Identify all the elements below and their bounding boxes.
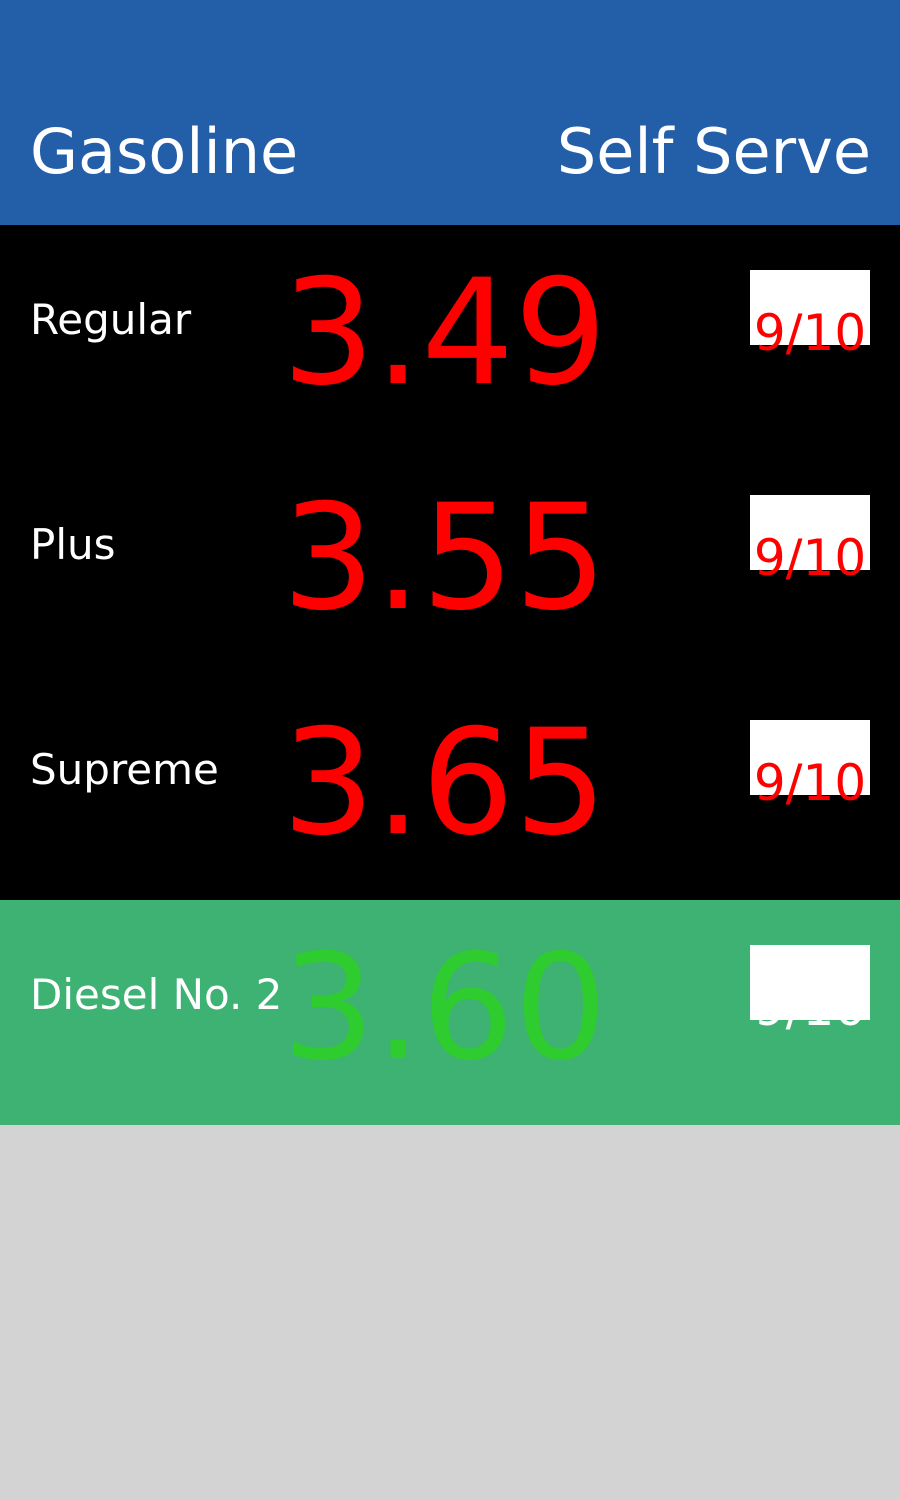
fraction-panel: [750, 495, 870, 570]
grade-label: Plus: [30, 520, 116, 569]
fuel-row-supreme: Supreme 3.65 9/10: [0, 675, 900, 900]
header-title-self-serve: Self Serve: [556, 115, 871, 188]
fuel-row-diesel: Diesel No. 2 3.60 9/10: [0, 900, 900, 1125]
grade-label: Diesel No. 2: [30, 970, 283, 1019]
fraction-panel: [750, 270, 870, 345]
price-sign-header: Gasoline Self Serve: [0, 0, 900, 225]
fuel-row-regular: Regular 3.49 9/10: [0, 225, 900, 450]
price-fraction: 9/10: [753, 529, 867, 587]
price-value: 3.65: [282, 698, 608, 868]
price-value: 3.55: [282, 473, 608, 643]
fuel-row-plus: Plus 3.55 9/10: [0, 450, 900, 675]
price-fraction: 9/10: [753, 754, 867, 812]
fraction-panel: [750, 720, 870, 795]
grade-label: Supreme: [30, 745, 219, 794]
grade-label: Regular: [30, 295, 192, 344]
header-title-gasoline: Gasoline: [30, 115, 299, 188]
price-value: 3.60: [282, 923, 608, 1093]
price-value: 3.49: [282, 248, 608, 418]
fraction-panel: [750, 945, 870, 1020]
price-fraction: 9/10: [753, 304, 867, 362]
